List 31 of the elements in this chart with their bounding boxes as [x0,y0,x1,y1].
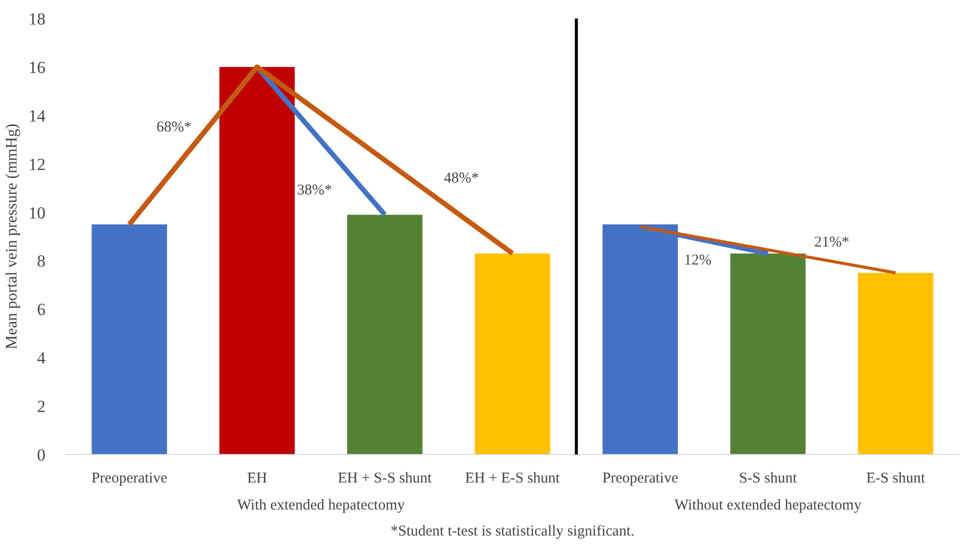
x-tick-label: S-S shunt [738,470,798,486]
annotation: 68%* [156,120,192,136]
y-tick-label: 10 [28,203,46,222]
y-tick-label: 2 [37,397,46,416]
annotation: 21%* [814,234,850,251]
y-tick-label: 4 [37,348,46,368]
text: *Student t-test is statistically significant. [390,524,634,540]
y-axis-title: Mean portal vein pressure (mmHg) [4,124,20,350]
text: With extended hepatectomy [237,498,406,514]
bar [858,272,934,454]
bar [92,224,168,454]
text: Without extended hepatectomy [674,498,862,514]
y-tick-label: 12 [28,154,46,174]
x-tick-label: EH + E-S shunt [465,470,561,486]
x-tick-label: Preoperative [91,470,168,486]
x-tick-label: Preoperative [602,470,678,486]
annotation: 12% [684,252,712,269]
annotation: 48%* [444,170,479,186]
annotation: 38%* [297,182,332,198]
y-tick-label: 14 [28,106,46,126]
x-tick-label: EH [247,470,268,486]
y-tick-label: 6 [37,300,46,320]
x-tick-label: EH + S-S shunt [338,470,433,486]
x-tick-label: E-S shunt [866,470,926,486]
y-tick-label: 16 [28,58,46,77]
y-tick-label: 18 [28,10,46,28]
y-tick-label: 8 [37,252,46,271]
y-tick-label: 0 [37,446,46,464]
bar [474,253,550,454]
bar [219,66,295,454]
bar [347,214,422,454]
